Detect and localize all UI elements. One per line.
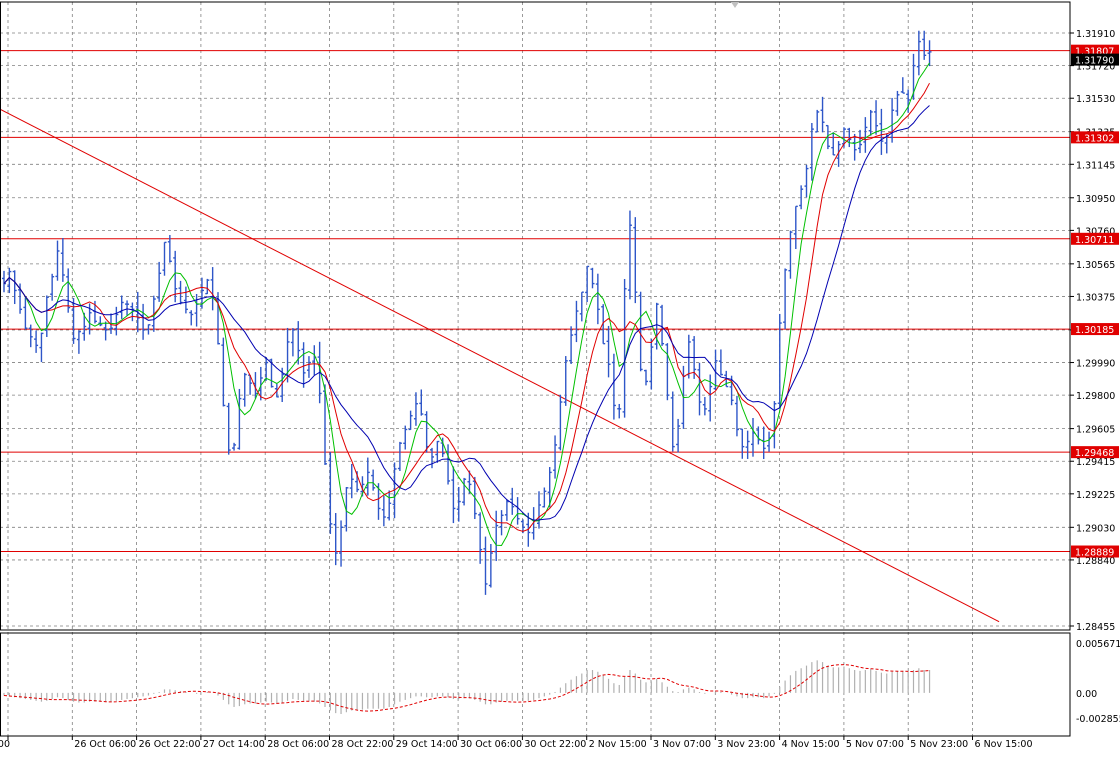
x-tick-label: 5 Nov 07:00 bbox=[846, 739, 904, 750]
y-tick-label: 1.29030 bbox=[1076, 523, 1115, 534]
current-price-bg bbox=[1071, 53, 1119, 66]
osc-tick-label: -0.002855 bbox=[1076, 714, 1120, 725]
ma-slow-line bbox=[3, 105, 930, 521]
y-tick-label: 1.28840 bbox=[1076, 556, 1115, 567]
y-tick-label: 1.31530 bbox=[1076, 94, 1115, 105]
chart-frame bbox=[0, 1, 1071, 737]
x-tick-label: 30 Oct 06:00 bbox=[460, 739, 522, 750]
level-label-bg bbox=[1071, 446, 1119, 459]
level-label: 1.28889 bbox=[1075, 548, 1114, 559]
y-tick-label: 1.29605 bbox=[1076, 425, 1115, 436]
y-tick-label: 1.29225 bbox=[1076, 490, 1115, 501]
shift-marker-icon bbox=[731, 2, 739, 8]
osc-signal-line bbox=[3, 664, 930, 712]
x-tick-label: 6 Nov 15:00 bbox=[975, 739, 1033, 750]
y-tick-label: 1.31145 bbox=[1076, 160, 1115, 171]
grid bbox=[0, 2, 1070, 736]
x-tick-label: 3 Nov 07:00 bbox=[653, 739, 711, 750]
level-label-bg bbox=[1071, 232, 1119, 245]
level-labels: 1.31807 1.31302 1.30711 1.30185 1.29468 1.288… bbox=[1071, 44, 1119, 559]
x-tick-label: 30 Oct 22:00 bbox=[524, 739, 586, 750]
x-tick-label: 26 Oct 06:00 bbox=[74, 739, 136, 750]
level-label: 1.30185 bbox=[1075, 325, 1114, 336]
x-tick-label: 14:00 bbox=[0, 739, 10, 750]
trendline bbox=[0, 108, 1000, 623]
horizontal-levels[interactable] bbox=[0, 50, 1070, 553]
level-label: 1.31807 bbox=[1075, 47, 1114, 58]
candles bbox=[2, 30, 932, 595]
level-label-bg bbox=[1071, 131, 1119, 144]
level-label-bg bbox=[1071, 323, 1119, 336]
y-tick-label: 1.30375 bbox=[1076, 292, 1115, 303]
x-tick-label: 3 Nov 23:00 bbox=[717, 739, 775, 750]
ma-mid-line bbox=[3, 82, 930, 532]
x-tick-label: 28 Oct 06:00 bbox=[267, 739, 329, 750]
y-tick-label: 1.30760 bbox=[1076, 226, 1115, 237]
y-tick-label: 1.31720 bbox=[1076, 62, 1115, 73]
y-tick-label: 1.31910 bbox=[1076, 29, 1115, 40]
x-tick-label: 28 Oct 22:00 bbox=[332, 739, 394, 750]
x-tick-label: 26 Oct 22:00 bbox=[139, 739, 201, 750]
y-tick-label: 1.29800 bbox=[1076, 391, 1115, 402]
level-label: 1.30711 bbox=[1075, 235, 1114, 246]
y-tick-label: 1.28455 bbox=[1076, 622, 1115, 633]
x-tick-label: 4 Nov 15:00 bbox=[782, 739, 840, 750]
level-label-bg bbox=[1071, 545, 1119, 558]
osc-panel-border bbox=[0, 632, 1071, 737]
y-tick-label: 1.30950 bbox=[1076, 194, 1115, 205]
level-label: 1.31302 bbox=[1075, 133, 1114, 144]
x-tick-label: 27 Oct 14:00 bbox=[203, 739, 265, 750]
osc-tick-label: 0.00 bbox=[1076, 689, 1097, 700]
y-tick-label: 1.29415 bbox=[1076, 457, 1115, 468]
current-price-label: 1.31790 bbox=[1075, 56, 1114, 67]
level-label: 1.29468 bbox=[1075, 448, 1114, 459]
x-tick-label: 2 Nov 15:00 bbox=[589, 739, 647, 750]
moving-averages bbox=[3, 62, 930, 547]
y-tick-label: 1.30565 bbox=[1076, 260, 1115, 271]
trendline-layer[interactable] bbox=[0, 108, 1000, 623]
oscillator-panel bbox=[3, 660, 931, 714]
osc-tick-label: 0.005671 bbox=[1076, 639, 1120, 650]
x-tick-label: 29 Oct 14:00 bbox=[396, 739, 458, 750]
x-tick-label: 5 Nov 23:00 bbox=[910, 739, 968, 750]
main-panel-border bbox=[0, 1, 1071, 631]
y-tick-label: 1.29990 bbox=[1076, 359, 1115, 370]
